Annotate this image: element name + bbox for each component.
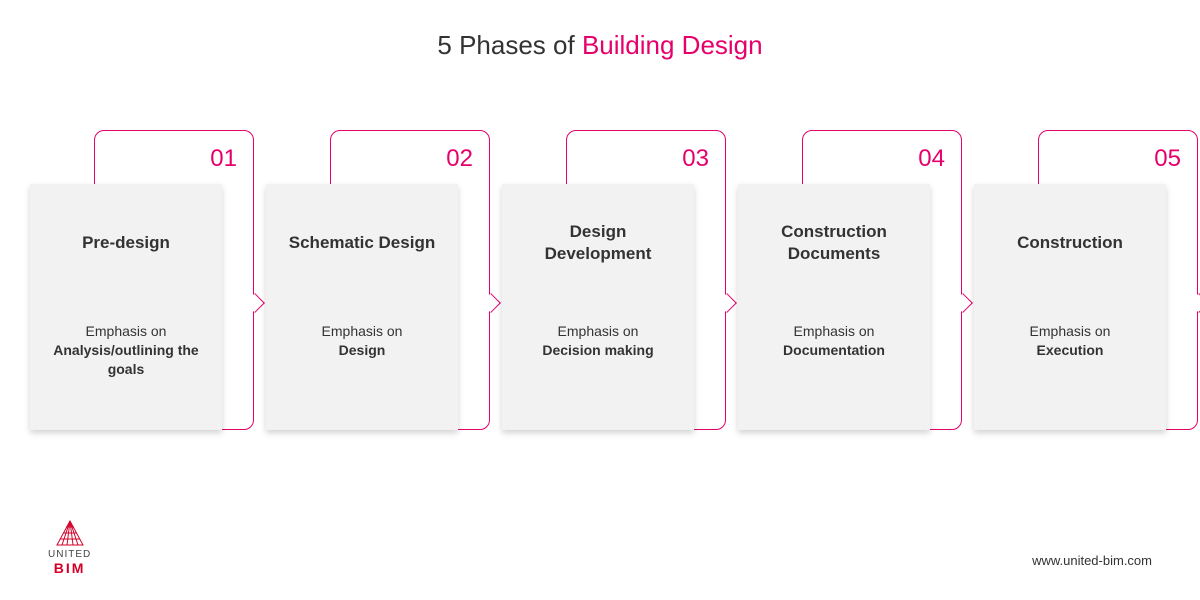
- phase-number: 04: [918, 145, 945, 173]
- emphasis-lead: Emphasis on: [280, 322, 444, 341]
- phase-emphasis: Emphasis on Execution: [988, 322, 1152, 360]
- phase-number: 01: [210, 145, 237, 173]
- title-prefix: 5 Phases of: [437, 30, 582, 60]
- emphasis-lead: Emphasis on: [752, 322, 916, 341]
- emphasis-strong: Documentation: [752, 341, 916, 360]
- phase-number: 05: [1154, 145, 1181, 173]
- phase-title: Design Development: [516, 212, 680, 274]
- phase-card: Design Development Emphasis on Decision …: [502, 184, 694, 430]
- phase-card: Schematic Design Emphasis on Design: [266, 184, 458, 430]
- emphasis-lead: Emphasis on: [988, 322, 1152, 341]
- emphasis-strong: Decision making: [516, 341, 680, 360]
- emphasis-lead: Emphasis on: [516, 322, 680, 341]
- emphasis-strong: Execution: [988, 341, 1152, 360]
- phase-2: 02 Schematic Design Emphasis on Design: [266, 130, 486, 430]
- phase-emphasis: Emphasis on Design: [280, 322, 444, 360]
- logo-mark-icon: [53, 519, 87, 547]
- emphasis-strong: Design: [280, 341, 444, 360]
- phase-title: Construction: [988, 212, 1152, 274]
- phase-emphasis: Emphasis on Documentation: [752, 322, 916, 360]
- logo-text-united: UNITED: [48, 549, 91, 560]
- phase-card: Construction Documents Emphasis on Docum…: [738, 184, 930, 430]
- phase-4: 04 Construction Documents Emphasis on Do…: [738, 130, 958, 430]
- footer: UNITED BIM www.united-bim.com: [0, 522, 1200, 582]
- phase-5: 05 Construction Emphasis on Execution: [974, 130, 1194, 430]
- emphasis-strong: Analysis/outlining the goals: [44, 341, 208, 379]
- title-accent: Building Design: [582, 30, 763, 60]
- phase-emphasis: Emphasis on Analysis/outlining the goals: [44, 322, 208, 379]
- phase-card: Construction Emphasis on Execution: [974, 184, 1166, 430]
- phase-card: Pre-design Emphasis on Analysis/outlinin…: [30, 184, 222, 430]
- logo: UNITED BIM: [48, 519, 91, 576]
- phases-row: 01 Pre-design Emphasis on Analysis/outli…: [0, 130, 1200, 450]
- phase-title: Schematic Design: [280, 212, 444, 274]
- phase-number: 03: [682, 145, 709, 173]
- logo-text-bim: BIM: [48, 560, 91, 576]
- phase-title: Construction Documents: [752, 212, 916, 274]
- footer-url: www.united-bim.com: [1032, 553, 1152, 568]
- phase-1: 01 Pre-design Emphasis on Analysis/outli…: [30, 130, 250, 430]
- page-title: 5 Phases of Building Design: [0, 0, 1200, 61]
- phase-emphasis: Emphasis on Decision making: [516, 322, 680, 360]
- phase-number: 02: [446, 145, 473, 173]
- phase-3: 03 Design Development Emphasis on Decisi…: [502, 130, 722, 430]
- phase-title: Pre-design: [44, 212, 208, 274]
- emphasis-lead: Emphasis on: [44, 322, 208, 341]
